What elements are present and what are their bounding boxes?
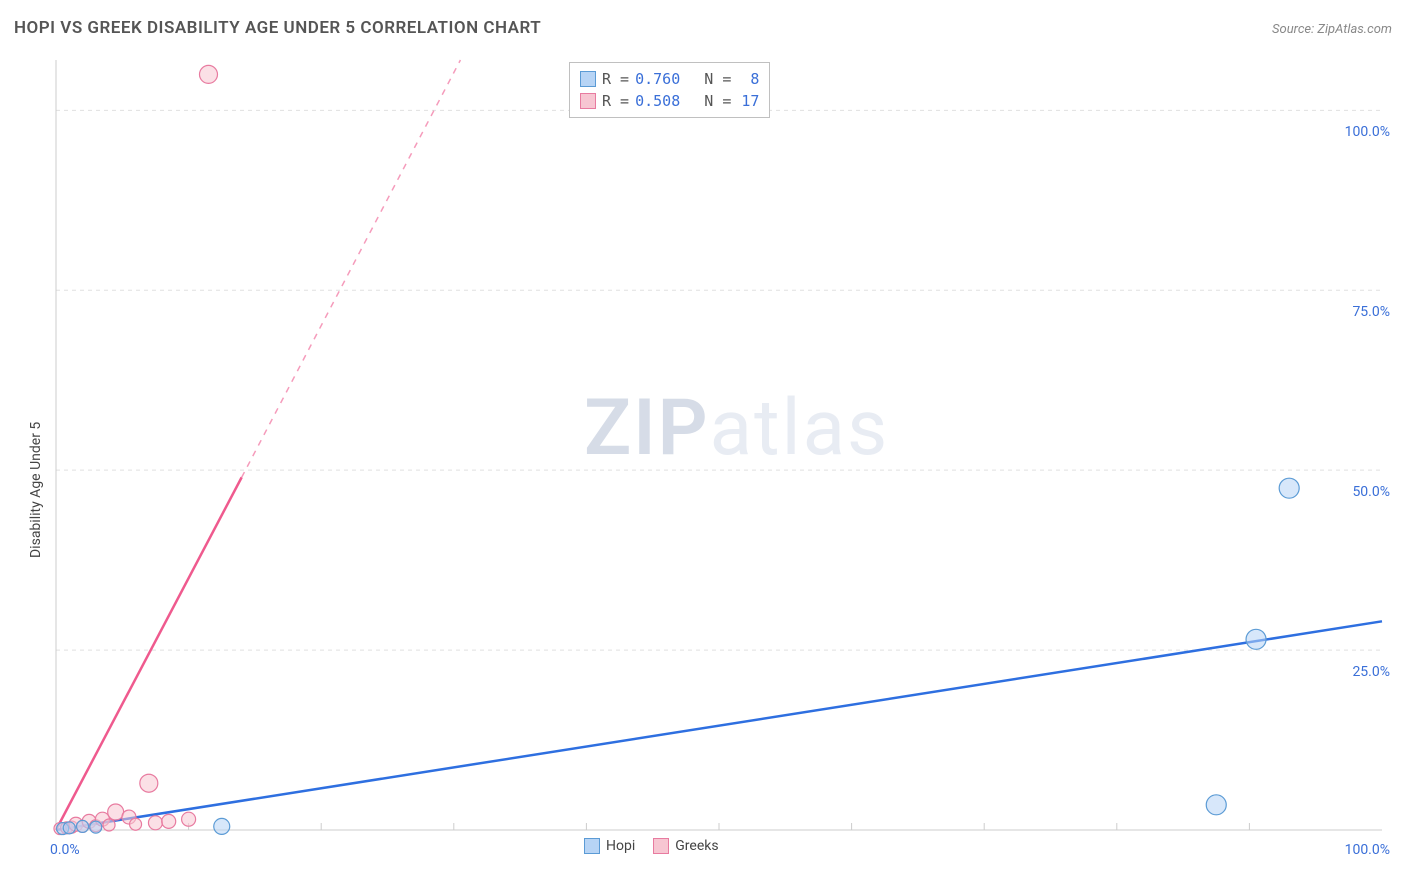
y-tick-label: 50.0% xyxy=(1352,484,1390,500)
y-tick-label: 100.0% xyxy=(1345,124,1390,140)
hopi-point xyxy=(214,818,230,834)
legend-item-greek: Greeks xyxy=(653,838,718,854)
greek-point xyxy=(103,819,115,831)
legend-bottom: Hopi Greeks xyxy=(584,838,719,854)
greek-point xyxy=(182,812,196,826)
y-axis-label: Disability Age Under 5 xyxy=(28,422,44,558)
stat-n-val: 17 xyxy=(737,90,759,112)
x-tick-left: 0.0% xyxy=(50,842,80,858)
greek-point xyxy=(130,818,142,830)
hopi-point xyxy=(1246,629,1266,649)
legend-label: Greeks xyxy=(675,838,718,854)
stats-box: R = 0.760 N = 8R = 0.508 N = 17 xyxy=(569,62,770,118)
greek-point xyxy=(108,804,124,820)
greek-point xyxy=(148,816,162,830)
legend-swatch-greek xyxy=(653,838,669,854)
greek-point xyxy=(199,65,217,83)
hopi-point xyxy=(90,821,102,833)
legend-item-hopi: Hopi xyxy=(584,838,635,854)
swatch-hopi xyxy=(580,71,596,87)
legend-swatch-hopi xyxy=(584,838,600,854)
stat-n-label: N = xyxy=(686,68,731,90)
y-tick-label: 25.0% xyxy=(1352,664,1390,680)
stat-r-label: R = xyxy=(602,90,629,112)
hopi-point xyxy=(1206,795,1226,815)
x-tick-right: 100.0% xyxy=(1345,842,1390,858)
stats-row-hopi: R = 0.760 N = 8 xyxy=(580,68,759,90)
chart-svg xyxy=(14,48,1392,878)
greek-point xyxy=(162,814,176,828)
hopi-point xyxy=(1279,478,1299,498)
hopi-point xyxy=(77,820,89,832)
stats-row-greek: R = 0.508 N = 17 xyxy=(580,90,759,112)
stat-r-val: 0.508 xyxy=(635,90,680,112)
chart-area: Disability Age Under 5 ZIPatlas R = 0.76… xyxy=(14,48,1392,878)
y-tick-label: 75.0% xyxy=(1352,304,1390,320)
stat-n-val: 8 xyxy=(737,68,759,90)
stat-r-val: 0.760 xyxy=(635,68,680,90)
hopi-point xyxy=(63,822,75,834)
chart-title: HOPI VS GREEK DISABILITY AGE UNDER 5 COR… xyxy=(14,18,541,38)
stat-r-label: R = xyxy=(602,68,629,90)
swatch-greek xyxy=(580,93,596,109)
source-attribution: Source: ZipAtlas.com xyxy=(1272,22,1392,37)
greek-point xyxy=(140,774,158,792)
legend-label: Hopi xyxy=(606,838,635,854)
stat-n-label: N = xyxy=(686,90,731,112)
